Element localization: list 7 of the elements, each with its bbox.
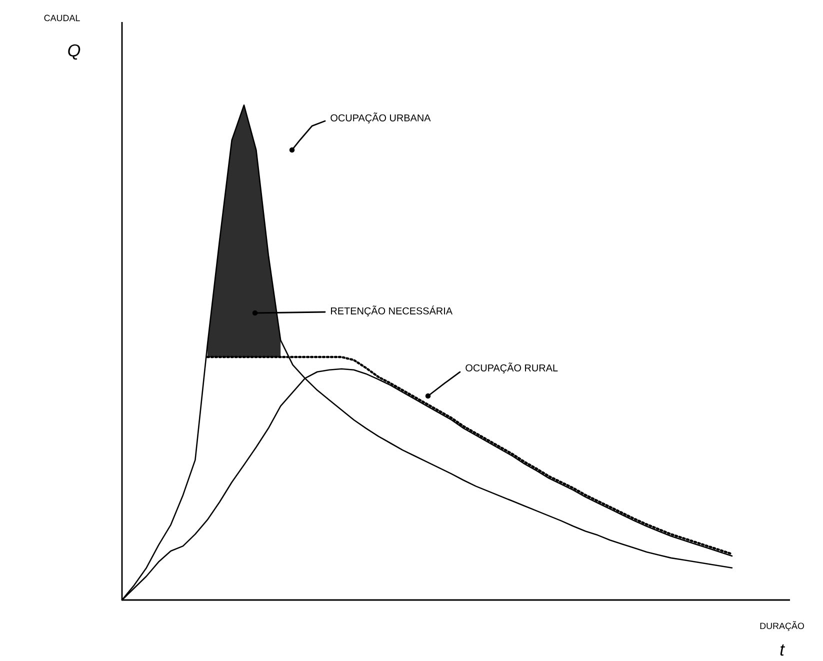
annotation: RETENÇÃO NECESSÁRIA — [331, 306, 453, 316]
annotation: OCUPAÇÃO RURAL — [466, 362, 558, 374]
text: Q — [68, 44, 80, 60]
annotation: OCUPAÇÃO URBANA — [330, 112, 431, 124]
text: CAUDAL — [44, 14, 80, 22]
x-axis-title: DURAÇÃO — [760, 621, 804, 631]
text: t — [780, 644, 785, 656]
